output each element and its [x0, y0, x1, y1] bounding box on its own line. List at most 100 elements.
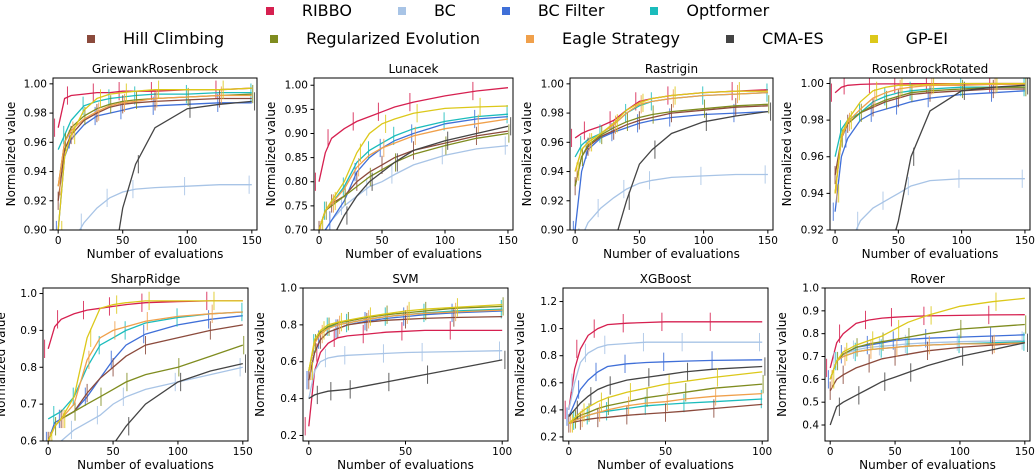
chart-title: RosenbrockRotated: [872, 62, 988, 76]
x-tick-label: 0: [572, 235, 579, 247]
y-tick-label: 0.6: [802, 374, 819, 386]
legend-label-gp-ei: GP-EI: [905, 29, 948, 48]
chart-panel-lunacek: Lunacek 0 50 100 150 0.70 0.75 0.80 0.85 0.90 0.95…: [264, 62, 518, 261]
series-line-cma-es: [308, 359, 503, 400]
y-axis-label: Normalized value: [4, 102, 18, 207]
chart-title: GriewankRosenbrock: [92, 62, 218, 76]
plot-frame: [829, 77, 1031, 231]
x-tick-label: 0: [45, 446, 52, 458]
series-line-cma-es: [568, 365, 763, 418]
x-tick-label: 100: [435, 235, 455, 247]
y-tick-label: 0.90: [24, 225, 47, 237]
x-tick-label: 150: [498, 235, 518, 247]
series-line-regularized-evolution: [318, 132, 509, 230]
y-tick-label: 0.90: [285, 128, 308, 140]
y-tick-label: 0.8: [540, 350, 557, 362]
y-axis-label: Normalized value: [780, 102, 794, 207]
y-tick-label: 0.9: [20, 325, 37, 337]
series-group: [314, 81, 512, 230]
legend-swatch-eagle-strategy: [526, 34, 534, 43]
x-tick-label: 50: [633, 235, 646, 247]
x-tick-label: 100: [752, 446, 772, 458]
series-line-bc: [584, 173, 768, 230]
series-line-cma-es: [895, 84, 1025, 230]
chart-panel-xgboost: XGBoost 0 50 100 0.2 0.4 0.6 0.8 1.0 1.2 Number of…: [513, 272, 772, 471]
y-tick-label: 0.94: [541, 166, 565, 178]
plot-frame: [569, 77, 774, 231]
y-axis-label: Normalized value: [513, 312, 527, 417]
y-tick-label: 1.00: [541, 78, 564, 90]
legend-row-2: Hill Climbing Regularized Evolution Eagl…: [0, 29, 1035, 48]
y-tick-label: 0.98: [801, 115, 824, 127]
y-axis-label: Normalized value: [264, 102, 278, 207]
series-line-optformer: [57, 91, 252, 150]
x-tick-label: 100: [952, 235, 972, 247]
x-tick-label: 0: [565, 446, 572, 458]
y-tick-label: 1.00: [285, 80, 308, 92]
x-tick-label: 100: [694, 235, 714, 247]
series-line-ribbo: [568, 321, 763, 410]
x-tick-label: 150: [233, 446, 253, 458]
chart-title: Lunacek: [389, 62, 439, 76]
series-group: [304, 297, 506, 436]
x-axis-label: Number of evaluations: [862, 247, 999, 261]
x-tick-label: 0: [827, 446, 834, 458]
legend-swatch-bc: [397, 6, 406, 15]
series-line-cma-es: [829, 342, 1025, 426]
series-line-gp-ei: [318, 105, 509, 230]
series-line-hill-climbing: [829, 342, 1025, 392]
chart-panel-svm: SVM 0 50 100 0.2 0.4 0.6 0.8 1.0 Number of evalua…: [253, 272, 512, 471]
series-line-bc: [308, 350, 503, 399]
series-line-eagle-strategy: [834, 83, 1025, 194]
x-tick-label: 150: [758, 235, 778, 247]
y-tick-label: 1.00: [24, 78, 47, 90]
y-tick-label: 0.96: [801, 151, 825, 163]
y-tick-label: 0.80: [285, 176, 308, 188]
legend-item-bc: BC: [397, 1, 456, 20]
series-line-gp-ei: [47, 300, 243, 441]
legend: RIBBO BC BC Filter Optformer Hill Climbi…: [0, 0, 1035, 56]
y-axis-label: Normalized value: [0, 312, 8, 417]
legend-item-regularized-evolution: Regularized Evolution: [270, 29, 480, 48]
chart-panel-rover: Rover 0 50 100 150 0.4 0.5 0.6 0.7 0.8 0.9 1.0 Numbe…: [775, 272, 1035, 471]
series-line-bc-filter: [834, 90, 1025, 212]
y-tick-label: 1.2: [540, 296, 557, 308]
series-line-eagle-strategy: [568, 392, 763, 424]
legend-label-regularized-evolution: Regularized Evolution: [306, 29, 480, 48]
chart-panel-griewankrosenbrock: GriewankRosenbrock 0 50 100 150 0.90 0.92 0.94 0…: [4, 62, 262, 261]
chart-title: XGBoost: [640, 272, 692, 286]
y-tick-label: 0.70: [285, 225, 308, 237]
x-tick-label: 0: [305, 446, 312, 458]
series-line-cma-es: [118, 100, 252, 230]
series-line-bc-filter: [324, 115, 509, 230]
legend-row-1: RIBBO BC BC Filter Optformer: [0, 1, 1035, 20]
x-tick-label: 50: [659, 446, 672, 458]
x-tick-label: 50: [106, 446, 119, 458]
y-tick-label: 1.0: [20, 288, 37, 300]
y-tick-label: 0.98: [24, 108, 47, 120]
series-line-hill-climbing: [834, 88, 1025, 176]
series-line-gp-ei: [308, 303, 503, 372]
legend-swatch-bc-filter: [501, 6, 510, 15]
plot-frame: [52, 77, 258, 231]
series-line-eagle-strategy: [308, 309, 503, 372]
series-group: [54, 80, 256, 230]
series-line-bc: [78, 184, 252, 230]
series-line-ribbo: [318, 87, 509, 182]
legend-label-optformer: Optformer: [686, 1, 770, 20]
series-line-gp-ei: [834, 82, 1025, 194]
x-axis-label: Number of evaluations: [603, 247, 740, 261]
y-axis-label: Normalized value: [775, 312, 789, 417]
series-group: [44, 291, 247, 441]
x-tick-label: 50: [888, 446, 901, 458]
x-axis-label: Number of evaluations: [345, 247, 482, 261]
series-group: [571, 82, 772, 230]
y-tick-label: 0.6: [280, 356, 297, 368]
x-tick-label: 50: [375, 235, 388, 247]
x-tick-label: 50: [116, 235, 129, 247]
y-tick-label: 0.2: [280, 430, 297, 442]
x-tick-label: 100: [492, 446, 512, 458]
series-line-bc-filter: [574, 110, 768, 230]
y-axis-label: Normalized value: [253, 312, 267, 417]
legend-swatch-optformer: [650, 6, 659, 15]
